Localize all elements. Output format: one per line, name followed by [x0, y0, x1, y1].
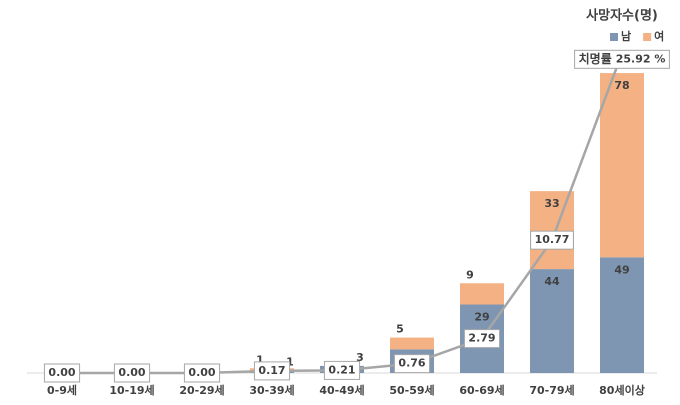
- series-name: 치명률: [579, 51, 612, 66]
- line-label: 0.00: [43, 363, 81, 383]
- line-value-label: 25.92 %: [616, 52, 666, 65]
- x-tick-label: 80세이상: [599, 383, 645, 397]
- line-value-label: 0.17: [258, 364, 285, 377]
- legend-swatch: [643, 33, 652, 41]
- legend-label: 남: [621, 30, 631, 43]
- label-box: [574, 49, 670, 69]
- line-value-label: 0.21: [328, 363, 355, 376]
- line-value-label: 2.79: [468, 332, 495, 345]
- line-label: 0.21: [323, 360, 361, 380]
- legend-title: 사망자수(명): [586, 8, 658, 24]
- data-label: 5: [396, 323, 404, 336]
- label-box: [43, 363, 81, 383]
- line-value-label: 10.77: [535, 233, 570, 246]
- legend-label: 여: [654, 29, 664, 43]
- data-label: 33: [544, 197, 559, 210]
- line-label: 0.17: [253, 361, 291, 381]
- x-tick-label: 60-69세: [459, 383, 504, 397]
- x-tick-label: 20-29세: [179, 383, 224, 397]
- data-label: 9: [466, 268, 474, 281]
- label-box: [323, 360, 361, 380]
- label-box: [393, 354, 431, 374]
- line-label: 0.00: [113, 363, 151, 383]
- label-box: [183, 363, 221, 383]
- label-box: [253, 361, 291, 381]
- x-tick-label: 10-19세: [109, 383, 154, 397]
- line-label: 2.79: [463, 329, 501, 349]
- bar-segment: [460, 283, 504, 305]
- data-label: 78: [614, 79, 629, 92]
- line-value-label: 0.00: [118, 366, 145, 379]
- line-value-label: 0.00: [48, 366, 75, 379]
- line-label: 10.77: [530, 230, 574, 250]
- x-tick-label: 40-49세: [319, 383, 364, 397]
- line-label: 치명률 25.92 %: [574, 49, 670, 69]
- data-label: 3: [356, 351, 364, 364]
- data-label: 29: [474, 311, 489, 324]
- line-value-label: 0.76: [398, 357, 425, 370]
- line-value-label: 0.00: [188, 366, 215, 379]
- line-label: 0.00: [183, 363, 221, 383]
- bar-segment: [600, 73, 644, 258]
- data-label: 1: [256, 353, 264, 366]
- bar-segment: [390, 337, 434, 350]
- label-box: [530, 230, 574, 250]
- line-label: 0.76: [393, 354, 431, 374]
- legend-swatch: [610, 33, 618, 41]
- x-tick-label: 50-59세: [389, 383, 434, 397]
- data-label: 49: [614, 263, 629, 276]
- x-tick-label: 0-9세: [47, 383, 77, 397]
- x-tick-label: 70-79세: [529, 383, 574, 397]
- bar-segment: [530, 269, 574, 373]
- x-tick-label: 30-39세: [249, 383, 294, 397]
- bar-segment: [600, 257, 644, 373]
- label-box: [463, 329, 501, 349]
- label-box: [113, 363, 151, 383]
- data-label: 44: [544, 275, 560, 288]
